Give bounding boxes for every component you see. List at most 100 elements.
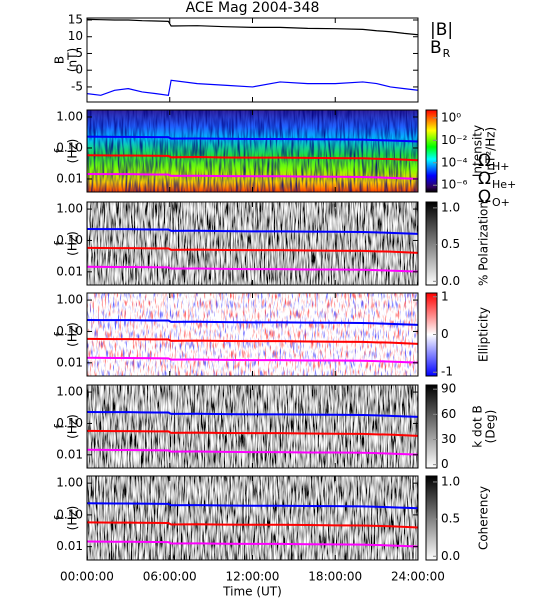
y-tick-label: 0.01 bbox=[56, 355, 83, 369]
y-tick-label: 1.00 bbox=[56, 202, 83, 216]
spectrogram-image bbox=[87, 476, 418, 560]
legend-entry: Ω bbox=[478, 187, 491, 207]
legend-entry: B bbox=[430, 38, 442, 58]
spectrogram-image bbox=[87, 385, 418, 468]
y-tick-label: 0.10 bbox=[56, 233, 83, 247]
y-tick-label: 0.01 bbox=[56, 264, 83, 278]
x-tick-label: 24:00:00 bbox=[391, 570, 445, 584]
panel bbox=[87, 385, 418, 468]
y-tick-label: 1.00 bbox=[56, 109, 83, 123]
y-tick-label: 15 bbox=[68, 13, 83, 27]
x-axis-label: Time (UT) bbox=[222, 585, 282, 599]
y-tick-label: 1.00 bbox=[56, 476, 83, 490]
y-axis-label: f bbox=[53, 424, 67, 429]
colorbar bbox=[425, 384, 438, 469]
colorbar-tick-label: 0 bbox=[441, 457, 449, 471]
colorbar-tick-label: 0.5 bbox=[441, 237, 460, 251]
chart-title: ACE Mag 2004-348 bbox=[186, 0, 320, 16]
panel bbox=[87, 110, 418, 192]
colorbar-label: Coherency bbox=[477, 486, 491, 550]
y-tick-label: -5 bbox=[71, 79, 83, 93]
panel bbox=[87, 293, 418, 376]
colorbar-label: (nT²/Hz) bbox=[484, 127, 498, 175]
y-tick-label: 10 bbox=[68, 29, 83, 43]
series-line bbox=[87, 265, 418, 273]
x-tick-label: 06:00:00 bbox=[143, 570, 197, 584]
legend-entry: Ω bbox=[478, 169, 491, 189]
colorbar-tick-label: 10⁻² bbox=[441, 133, 468, 147]
colorbar bbox=[425, 475, 438, 561]
legend-entry-sub: H+ bbox=[492, 160, 510, 173]
colorbar-tick-label: 90 bbox=[441, 382, 456, 396]
series-line bbox=[87, 172, 418, 180]
series-line bbox=[87, 448, 418, 456]
series-line bbox=[87, 540, 418, 548]
series-line bbox=[87, 356, 418, 364]
y-axis-label: (nT) bbox=[66, 48, 80, 72]
series-line bbox=[87, 318, 418, 326]
legend-entry-sub: R bbox=[443, 47, 451, 60]
series-line bbox=[87, 502, 418, 510]
y-tick-label: 0 bbox=[75, 63, 83, 77]
x-tick-label: 18:00:00 bbox=[308, 570, 362, 584]
x-tick-label: 00:00:00 bbox=[60, 570, 114, 584]
colorbar bbox=[425, 109, 438, 193]
panel bbox=[87, 476, 418, 560]
series-line bbox=[87, 337, 418, 345]
y-tick-label: 0.01 bbox=[56, 447, 83, 461]
colorbar-tick-label: 1.0 bbox=[441, 200, 460, 214]
y-tick-label: 0.01 bbox=[56, 539, 83, 553]
colorbar-tick-label: 1 bbox=[441, 289, 449, 303]
colorbar-label: Ellipticity bbox=[477, 307, 491, 362]
plot-frame bbox=[86, 17, 419, 103]
y-axis-label: f bbox=[53, 148, 67, 153]
spectrogram-texture bbox=[87, 110, 418, 192]
colorbar-tick-label: 0 bbox=[441, 327, 449, 341]
series-line bbox=[87, 135, 418, 143]
colorbar-tick-label: 10⁻⁶ bbox=[441, 178, 468, 192]
colorbar-tick-label: 60 bbox=[441, 407, 456, 421]
spectrogram-image bbox=[87, 202, 418, 285]
y-tick-label: 0.10 bbox=[56, 324, 83, 338]
colorbar-label: % Polarization bbox=[477, 201, 491, 286]
y-tick-label: 0.10 bbox=[56, 416, 83, 430]
y-axis-label: (Hz) bbox=[66, 139, 80, 164]
series-line bbox=[87, 227, 418, 235]
y-axis-label: (Hz) bbox=[66, 506, 80, 531]
series-line bbox=[87, 410, 418, 418]
colorbar-tick-label: 10⁰ bbox=[441, 110, 461, 124]
series-line bbox=[87, 79, 418, 96]
y-tick-label: 5 bbox=[75, 46, 83, 60]
colorbar-tick-label: -1 bbox=[441, 365, 453, 379]
y-tick-label: 0.10 bbox=[56, 507, 83, 521]
series-line bbox=[87, 246, 418, 254]
y-axis-label: (Hz) bbox=[66, 231, 80, 256]
colorbar-tick-label: 1.0 bbox=[441, 474, 460, 488]
colorbar-label: Intensity bbox=[471, 125, 485, 177]
series-line bbox=[87, 429, 418, 437]
colorbar-tick-label: 0.0 bbox=[441, 549, 460, 563]
y-tick-label: 0.01 bbox=[56, 171, 83, 185]
colorbar-tick-label: 0.0 bbox=[441, 274, 460, 288]
legend-entry: Ω bbox=[478, 151, 491, 171]
series-line bbox=[87, 18, 418, 36]
colorbar-tick-label: 30 bbox=[441, 432, 456, 446]
panel bbox=[87, 18, 418, 96]
series-line bbox=[87, 521, 418, 529]
legend-entry: |B| bbox=[430, 20, 453, 40]
legend-entry-sub: O+ bbox=[492, 196, 510, 209]
colorbar-tick-label: 0.5 bbox=[441, 512, 460, 526]
y-axis-label: f bbox=[53, 332, 67, 337]
y-tick-label: 1.00 bbox=[56, 293, 83, 307]
y-tick-label: 1.00 bbox=[56, 385, 83, 399]
colorbar-tick-label: 10⁻⁴ bbox=[441, 155, 468, 169]
y-axis-label: f bbox=[53, 515, 67, 520]
legend-entry-sub: He+ bbox=[492, 178, 516, 191]
spectrogram-texture bbox=[87, 293, 418, 376]
colorbar bbox=[425, 201, 438, 286]
y-axis-label: B bbox=[53, 56, 67, 64]
colorbar-label: (Deg) bbox=[484, 410, 498, 444]
x-tick-label: 12:00:00 bbox=[226, 570, 280, 584]
y-axis-label: (Hz) bbox=[66, 414, 80, 439]
